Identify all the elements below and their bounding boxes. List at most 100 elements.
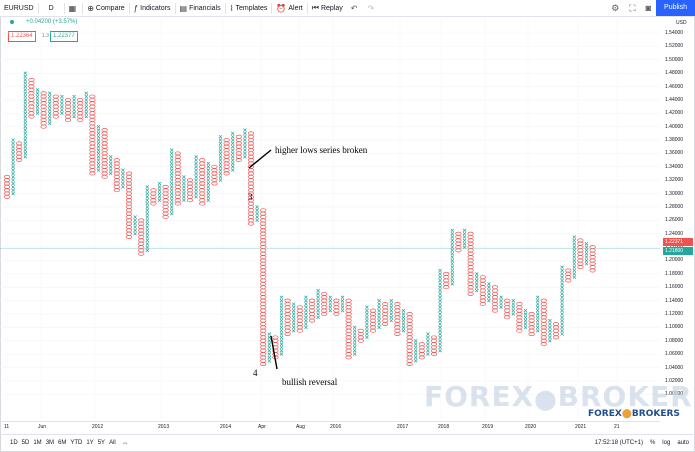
o-box: [162, 211, 169, 216]
o-box: [89, 148, 96, 153]
percent-toggle[interactable]: %: [649, 440, 656, 446]
o-box: [52, 101, 59, 106]
x-box: [60, 104, 64, 109]
o-column: [308, 298, 316, 323]
o-box: [308, 308, 316, 313]
o-column: [199, 158, 206, 206]
range-button[interactable]: YTD: [70, 440, 83, 446]
o-box: [516, 308, 523, 313]
x-box: [133, 231, 137, 236]
o-box: [89, 131, 96, 136]
x-column: [401, 308, 406, 333]
o-box: [577, 241, 584, 246]
financials-button[interactable]: ▤ Financials: [176, 0, 225, 16]
o-box: [40, 104, 47, 109]
x-box: [121, 175, 125, 179]
chart-style-button[interactable]: ▦: [65, 0, 83, 16]
date-range-icon[interactable]: ⇔: [121, 439, 129, 447]
indicators-button[interactable]: ƒ Indicators: [130, 0, 175, 16]
o-box: [418, 348, 425, 353]
symbol-search[interactable]: EURUSD: [0, 0, 38, 16]
o-box: [516, 328, 523, 333]
x-box: [194, 155, 198, 159]
range-button[interactable]: 3M: [45, 440, 55, 446]
redo-button[interactable]: ↷: [363, 0, 380, 16]
price-axis-label: 1.32000: [665, 177, 684, 184]
x-box: [23, 74, 28, 79]
o-box: [3, 174, 11, 179]
replay-button[interactable]: ⏮ Replay: [308, 0, 347, 16]
time-axis[interactable]: [0, 421, 660, 434]
x-box: [230, 158, 235, 162]
compare-button[interactable]: ⊕ Compare: [83, 0, 129, 16]
x-box: [560, 285, 564, 289]
x-box: [145, 185, 150, 189]
camera-icon[interactable]: ◙: [645, 3, 652, 13]
interval-button[interactable]: D: [39, 0, 64, 16]
o-box: [589, 255, 596, 260]
x-box: [377, 302, 381, 306]
x-box: [145, 221, 150, 226]
x-box: [96, 155, 101, 159]
range-button[interactable]: 6M: [58, 440, 67, 446]
x-box: [304, 302, 308, 306]
price-axis-label: 1.28000: [665, 203, 684, 210]
x-box: [279, 335, 284, 340]
x-box: [11, 171, 15, 176]
range-button[interactable]: All: [109, 440, 116, 446]
range-button[interactable]: 1D: [10, 440, 18, 446]
financials-label: Financials: [189, 4, 221, 12]
x-box: [279, 328, 284, 333]
x-box: [548, 332, 552, 336]
auto-toggle[interactable]: auto: [677, 440, 689, 446]
alert-button[interactable]: ⏰ Alert: [272, 0, 306, 16]
x-box: [535, 295, 540, 300]
clock[interactable]: 17:52:18 (UTC+1): [594, 440, 643, 446]
o-box: [101, 141, 108, 146]
o-box: [443, 281, 450, 286]
x-box: [243, 148, 247, 152]
x-box: [548, 325, 552, 330]
templates-button[interactable]: ⌇ Templates: [226, 0, 272, 16]
buy-price-box[interactable]: 1.22377: [50, 31, 78, 42]
x-box: [96, 165, 101, 169]
x-box: [352, 335, 357, 340]
gear-icon[interactable]: ⚙: [611, 2, 620, 13]
x-box: [218, 158, 223, 162]
range-button[interactable]: 1M: [33, 440, 42, 446]
x-box: [438, 285, 442, 289]
o-box: [89, 107, 96, 112]
o-box: [247, 221, 255, 226]
x-box: [96, 131, 101, 136]
pnf-chart[interactable]: [0, 16, 660, 421]
x-box: [584, 241, 589, 246]
o-box: [345, 335, 352, 340]
x-box: [560, 268, 564, 273]
x-box: [11, 185, 15, 189]
x-box: [145, 205, 150, 209]
sell-price-box[interactable]: 1.22364: [8, 31, 36, 42]
x-box: [560, 288, 564, 293]
x-column: [230, 131, 235, 172]
price-axis-label: 1.36000: [665, 150, 684, 157]
o-box: [321, 291, 328, 296]
publish-button[interactable]: Publish: [656, 0, 695, 16]
o-box: [345, 305, 352, 310]
o-box: [125, 228, 133, 233]
undo-button[interactable]: ↶: [347, 0, 364, 16]
o-box: [138, 218, 145, 223]
x-box: [291, 322, 296, 326]
range-button[interactable]: 5D: [21, 440, 30, 446]
x-box: [72, 114, 76, 119]
x-column: [145, 185, 150, 253]
x-box: [499, 302, 503, 306]
o-box: [467, 235, 474, 240]
log-toggle[interactable]: log: [662, 440, 671, 446]
x-box: [340, 305, 345, 310]
fullscreen-icon[interactable]: ⛶: [629, 2, 636, 13]
range-button[interactable]: 1Y: [86, 440, 94, 446]
range-button[interactable]: 5Y: [97, 440, 106, 446]
o-box: [162, 215, 169, 219]
o-box: [138, 221, 145, 226]
x-box: [145, 218, 150, 223]
